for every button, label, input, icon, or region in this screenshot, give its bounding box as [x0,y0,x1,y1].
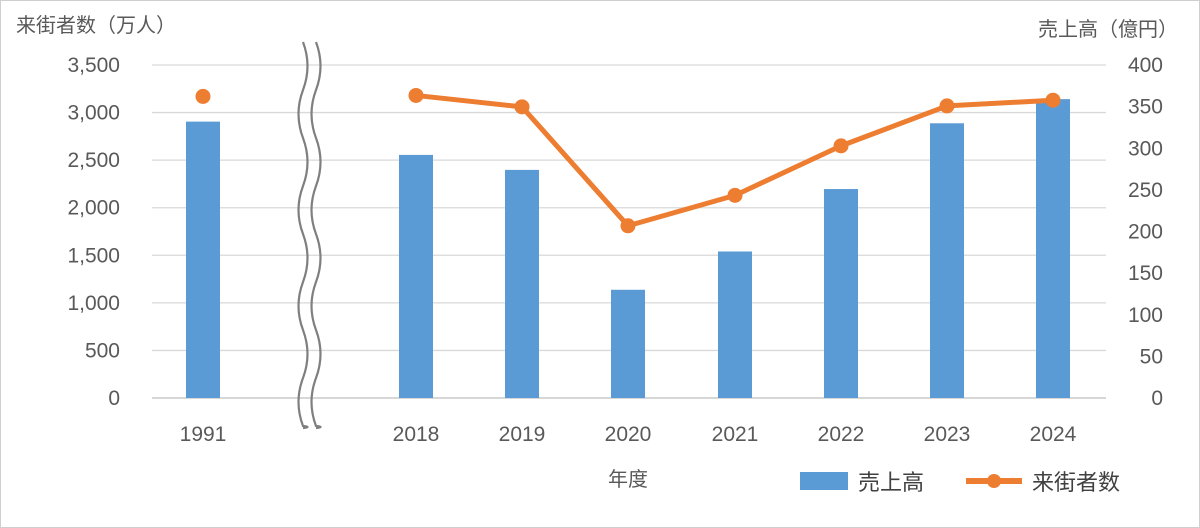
y-tick-left: 1,500 [67,244,120,267]
x-tick: 2021 [712,423,759,446]
bar [399,154,433,398]
y-tick-right: 50 [1140,345,1163,368]
x-tick: 1991 [180,423,227,446]
y-tick-right: 150 [1128,262,1163,285]
legend: 売上高 来街者数 [800,470,1120,495]
axis-break-line [310,41,322,430]
legend-label-line: 来街者数 [1032,470,1120,495]
legend-swatch-bar [800,472,848,490]
bar [611,289,645,398]
bar [718,251,752,398]
line-point [1045,92,1061,108]
y-tick-left: 500 [85,339,120,362]
line-point [620,218,636,234]
line-point [408,87,424,103]
y-tick-left: 3,000 [67,102,120,125]
line-point [195,88,211,104]
y-tick-right: 350 [1128,96,1163,119]
bar [930,123,964,399]
y-tick-right: 100 [1128,304,1163,327]
bar [824,189,858,398]
y-tick-left: 1,000 [67,292,120,315]
line-point [514,99,530,115]
y-tick-right: 250 [1128,179,1163,202]
line-point [727,187,743,203]
legend-swatch-marker [987,474,1001,488]
x-tick: 2022 [818,423,865,446]
line-point [833,138,849,154]
y-axis-left-ticks: 0 500 1,000 1,500 2,000 2,500 3,000 3,500 [67,54,120,410]
x-axis-ticks: 1991 2018 2019 2020 2021 2022 2023 2024 [180,423,1077,446]
axis-break-line [297,41,309,430]
x-tick: 2019 [499,423,546,446]
legend-label-bar: 売上高 [858,470,924,495]
x-tick: 2020 [605,423,652,446]
y-tick-left: 0 [108,387,120,410]
y-tick-left: 2,500 [67,149,120,172]
x-tick: 2024 [1030,423,1077,446]
axis-break-mark [297,41,322,430]
line-series [195,87,1061,234]
y-axis-right-title: 売上高（億円） [1038,18,1178,41]
y-axis-right-ticks: 0 50 100 150 200 250 300 350 400 [1128,54,1163,410]
bar [505,169,539,398]
bar [1036,99,1070,398]
y-tick-right: 0 [1151,387,1163,410]
line-point [939,98,955,114]
y-tick-right: 300 [1128,137,1163,160]
x-tick: 2018 [393,423,440,446]
y-axis-left-title: 来街者数（万人） [16,14,176,37]
y-tick-left: 2,000 [67,197,120,220]
y-tick-left: 3,500 [67,54,120,77]
y-tick-right: 400 [1128,54,1163,77]
bar-series [186,99,1070,399]
x-tick: 2023 [924,423,971,446]
bar [186,121,220,399]
y-tick-right: 200 [1128,221,1163,244]
x-axis-title: 年度 [608,468,648,491]
